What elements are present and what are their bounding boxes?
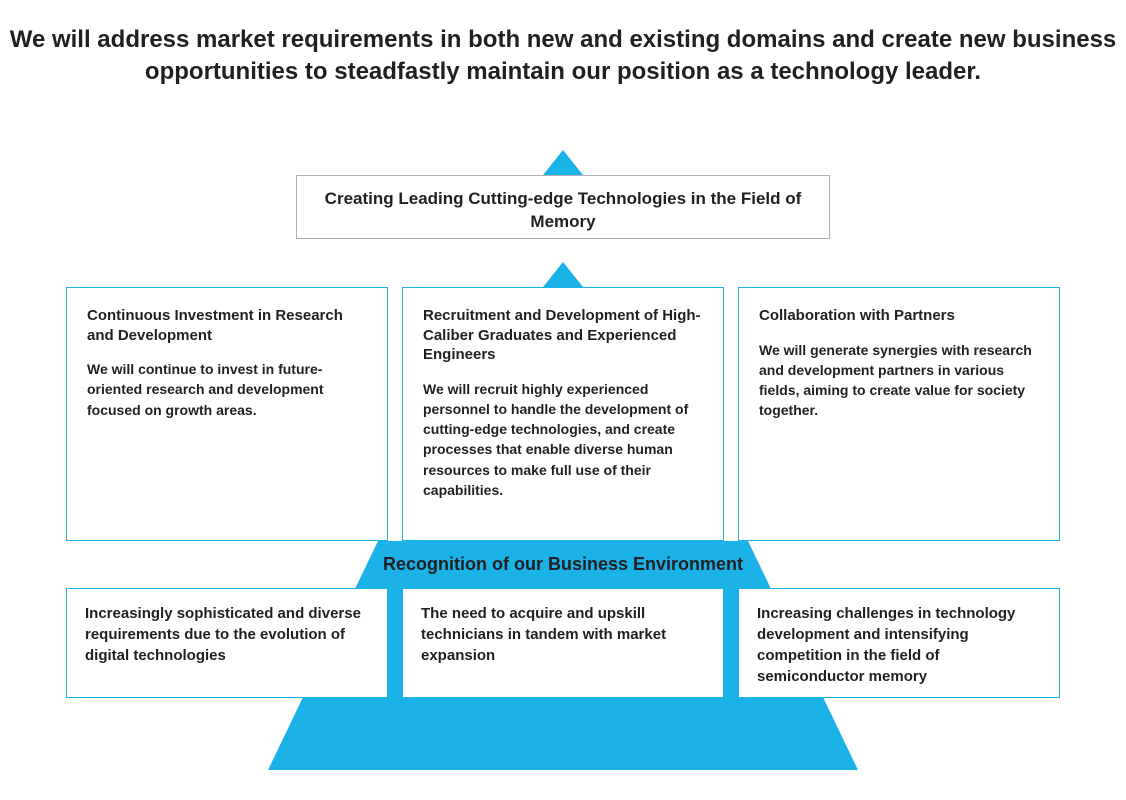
pillar-box: Collaboration with Partners We will gene…	[738, 287, 1060, 541]
pillar-box: Recruitment and Development of High-Cali…	[402, 287, 724, 541]
base-box: Increasing challenges in technology deve…	[738, 588, 1060, 698]
arrow-up-icon	[543, 262, 583, 287]
base-box: The need to acquire and upskill technici…	[402, 588, 724, 698]
pillar-box: Continuous Investment in Research and De…	[66, 287, 388, 541]
pillar-body: We will continue to invest in future-ori…	[87, 359, 367, 420]
recognition-label: Recognition of our Business Environment	[0, 554, 1126, 575]
pillar-body: We will recruit highly experienced perso…	[423, 379, 703, 501]
pillar-title: Continuous Investment in Research and De…	[87, 306, 367, 345]
headline-text: We will address market requirements in b…	[0, 24, 1126, 89]
base-box: Increasingly sophisticated and diverse r…	[66, 588, 388, 698]
pillar-body: We will generate synergies with research…	[759, 340, 1039, 421]
pillar-title: Recruitment and Development of High-Cali…	[423, 306, 703, 365]
pillar-title: Collaboration with Partners	[759, 306, 1039, 326]
top-goal-box: Creating Leading Cutting-edge Technologi…	[296, 175, 830, 239]
arrow-up-icon	[543, 150, 583, 175]
